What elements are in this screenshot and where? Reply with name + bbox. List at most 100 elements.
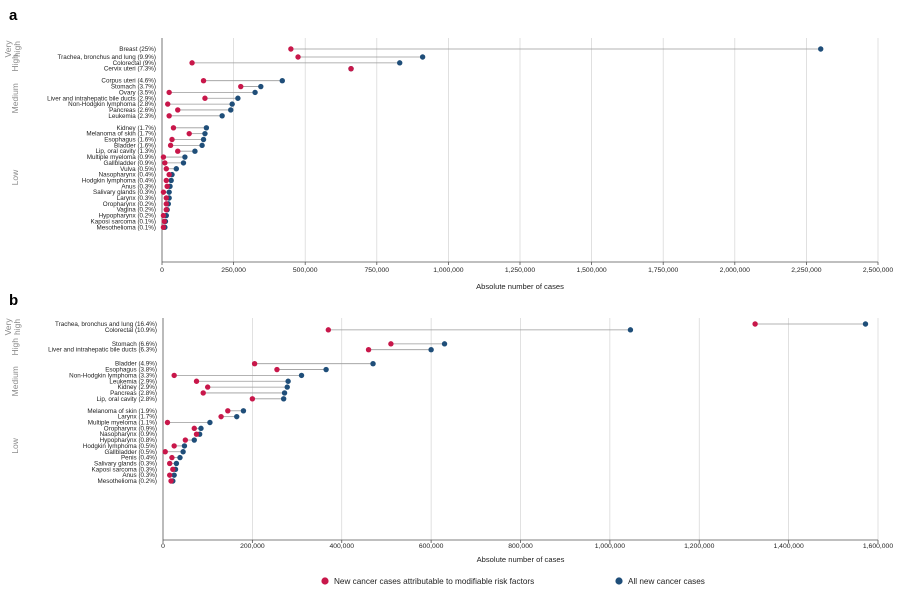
category-label: Larynx (1.7%) (118, 414, 157, 421)
x-axis-title: Absolute number of cases (476, 282, 564, 291)
x-tick-label: 800,000 (508, 543, 533, 550)
x-tick-label: 0 (160, 267, 164, 274)
category-label: Non-Hodgkin lymphoma (3.3%) (69, 372, 157, 379)
category-label: Oropharynx (0.9%) (104, 425, 157, 432)
category-label: Anus (0.3%) (121, 183, 156, 190)
group-label: Medium (10, 366, 20, 396)
category-label: Hodgkin lymphoma (0.5%) (83, 443, 157, 450)
attributable-cases-point (162, 160, 168, 166)
category-label: Gallbladder (0.5%) (105, 449, 158, 456)
x-tick-label: 400,000 (329, 543, 354, 550)
category-label: Lip, oral cavity (1.3%) (95, 148, 156, 155)
x-tick-label: 1,250,000 (505, 267, 535, 274)
category-label: Penis (0.4%) (121, 455, 157, 462)
x-tick-label: 2,250,000 (791, 267, 821, 274)
total-cases-point (180, 449, 186, 455)
group-label: Veryhigh (3, 318, 22, 336)
category-label: Colorectal (9%) (113, 60, 156, 67)
total-cases-point (173, 460, 180, 467)
category-label: Melanoma of skin (1.7%) (86, 131, 156, 138)
attributable-cases-point (325, 327, 332, 333)
total-cases-point (235, 95, 241, 101)
category-label: Kidney (2.9%) (117, 384, 157, 391)
category-label: Melanoma of skin (1.9%) (87, 408, 157, 415)
x-tick-label: 1,600,000 (863, 543, 893, 550)
category-label: Liver and intrahepatic bile ducts (2.9%) (47, 95, 156, 102)
x-tick-label: 200,000 (240, 543, 265, 550)
panel-a-letter: a (9, 7, 18, 24)
panel-b-letter: b (9, 292, 18, 309)
total-cases-point (181, 443, 188, 449)
attributable-cases-point (170, 125, 177, 131)
total-cases-point (240, 408, 247, 414)
total-cases-point (171, 472, 177, 478)
x-tick-label: 0 (161, 543, 165, 550)
category-label: Corpus uteri (4.6%) (101, 78, 156, 85)
x-axis-title: Absolute number of cases (477, 555, 565, 564)
total-cases-point (441, 341, 448, 347)
total-cases-point (199, 142, 205, 149)
attributable-cases-point (169, 136, 175, 143)
category-label: Trachea, bronchus and lung (16.4%) (55, 321, 157, 328)
category-label: Trachea, bronchus and lung (9.9%) (58, 54, 156, 61)
attributable-cases-point (348, 66, 354, 72)
attributable-cases-point (161, 218, 167, 225)
category-label: Nasopharynx (0.4%) (99, 172, 156, 179)
legend-attributable-marker (321, 577, 329, 585)
attributable-cases-point (175, 148, 181, 154)
total-cases-point (280, 396, 287, 402)
category-label: Mesothelioma (0.2%) (98, 478, 158, 485)
attributable-cases-point (167, 460, 173, 467)
total-cases-point (198, 425, 204, 432)
attributable-cases-point (164, 419, 171, 426)
attributable-cases-point (200, 390, 206, 396)
total-cases-point (252, 89, 258, 96)
x-tick-label: 600,000 (419, 543, 444, 550)
group-label: High (10, 338, 20, 356)
total-cases-point (180, 160, 187, 166)
attributable-cases-point (225, 408, 231, 414)
attributable-cases-point (200, 78, 207, 84)
attributable-cases-point (163, 207, 169, 213)
attributable-cases-point (295, 54, 301, 60)
category-label: Kaposi sarcoma (0.1%) (91, 218, 156, 225)
x-tick-label: 1,750,000 (648, 267, 678, 274)
category-label: Esophagus (3.8%) (105, 367, 157, 374)
x-tick-label: 1,400,000 (774, 543, 804, 550)
total-cases-point (166, 189, 172, 195)
legend-attributable-label: New cancer cases attributable to modifia… (334, 577, 534, 586)
category-label: Esophagus (1.6%) (104, 137, 156, 144)
category-label: Larynx (0.3%) (117, 195, 156, 202)
group-label: Low (10, 437, 20, 453)
total-cases-point (370, 361, 376, 367)
attributable-cases-point (182, 437, 189, 443)
category-label: Anus (0.3%) (122, 472, 157, 479)
category-label: Pancreas (2.6%) (109, 107, 156, 114)
total-cases-point (285, 378, 291, 384)
total-cases-point (228, 107, 234, 113)
legend-total-label: All new cancer cases (628, 577, 705, 586)
total-cases-point (203, 125, 210, 131)
category-label: Kidney (1.7%) (116, 125, 156, 132)
category-label: Hypopharynx (0.2%) (99, 213, 156, 220)
attributable-cases-point (186, 130, 192, 137)
x-tick-label: 250,000 (221, 267, 246, 274)
total-cases-point (397, 60, 403, 66)
attributable-cases-point (160, 224, 167, 230)
total-cases-point (419, 54, 426, 60)
category-label: Stomach (3.7%) (111, 84, 156, 91)
total-cases-point (284, 384, 290, 390)
category-label: Hypopharynx (0.8%) (100, 437, 157, 444)
category-label: Lip, oral cavity (2.8%) (96, 396, 157, 403)
category-label: Stomach (6.6%) (112, 341, 157, 348)
attributable-cases-point (166, 89, 172, 96)
total-cases-point (258, 83, 264, 90)
total-cases-point (229, 101, 235, 107)
attributable-cases-point (160, 189, 167, 195)
attributable-cases-point (249, 396, 256, 402)
category-label: Gallbladder (0.9%) (104, 160, 157, 167)
attributable-cases-point (752, 321, 758, 327)
total-cases-point (428, 347, 434, 353)
attributable-cases-point (202, 95, 208, 101)
